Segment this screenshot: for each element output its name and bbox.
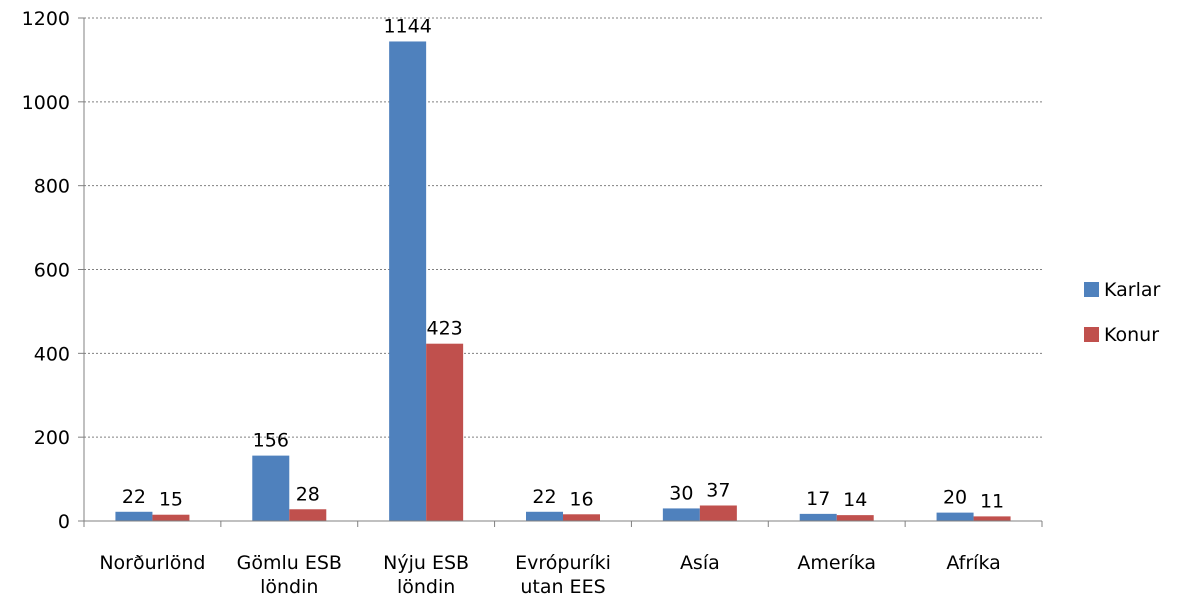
gridlines [84,17,1042,438]
y-tick-labels: 0 200 400 600 800 1000 1200 [22,8,70,533]
bar-karlar [526,511,563,521]
data-label: 28 [296,483,320,505]
data-label: 37 [706,479,730,501]
data-label: 20 [943,487,967,509]
axes [78,17,1043,527]
data-label: 17 [806,488,830,510]
data-label: 30 [669,482,693,504]
x-category-label: Asía [680,552,720,574]
legend-label: Konur [1104,324,1159,346]
x-category-label: Ameríka [797,552,876,574]
data-label: 15 [159,489,183,511]
x-category-label: Gömlu ESB [237,552,342,574]
x-category-label: Norðurlönd [99,552,205,574]
data-label: 16 [569,488,593,510]
y-tick-label: 1200 [22,8,70,30]
x-category-label: Afríka [946,552,1000,574]
bar-karlar [252,455,290,521]
bar-konur [836,515,874,521]
bars [115,41,1011,522]
x-category-label: löndin [397,576,455,598]
bar-konur [563,514,600,521]
bar-konur [426,343,464,521]
bar-karlar [115,511,153,521]
data-label: 423 [427,318,463,340]
data-label: 11 [980,490,1004,512]
data-label: 22 [532,486,556,508]
x-category-label: Nýju ESB [383,552,469,574]
bar-konur [973,516,1011,521]
y-tick-label: 200 [34,427,70,449]
bar-karlar [389,41,427,522]
y-tick-label: 0 [58,511,70,533]
y-tick-label: 800 [34,176,70,198]
x-category-label: Evrópuríki [515,552,611,574]
data-label: 22 [122,486,146,508]
y-tick-label: 1000 [22,92,70,114]
legend: Karlar Konur [1084,279,1161,346]
legend-label: Karlar [1104,279,1161,301]
y-tick-label: 600 [34,260,70,282]
bar-karlar [799,513,837,521]
legend-swatch [1084,327,1099,342]
data-label: 156 [253,430,289,452]
bar-konur [152,514,190,521]
y-tick-label: 400 [34,343,70,365]
bar-karlar [662,508,700,521]
bar-konur [289,509,327,521]
bar-karlar [936,512,974,521]
data-label: 1144 [383,15,431,37]
data-label: 14 [843,489,867,511]
bar-konur [699,505,737,521]
x-category-label: löndin [260,576,318,598]
x-category-label: utan EES [520,576,605,598]
data-labels: 22 15 156 28 1144 423 22 16 30 37 17 14 20 11 [122,15,1004,512]
legend-swatch [1084,282,1099,297]
